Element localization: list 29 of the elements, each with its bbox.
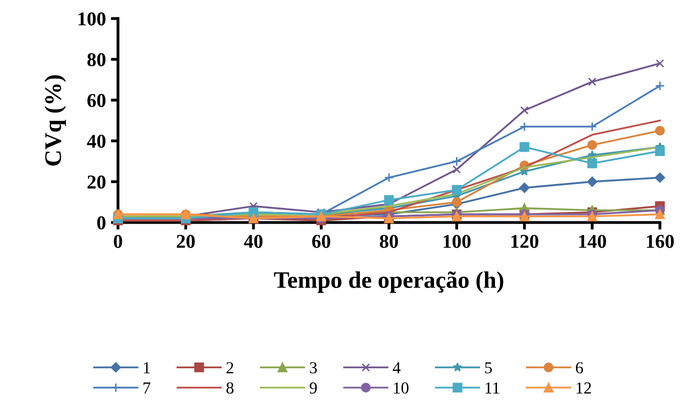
y-tick-label: 20 [88,176,106,189]
y-tick-label: 80 [87,53,106,66]
x-tick-label: 100 [444,234,471,248]
y-tick-label: 40 [87,134,106,148]
legend-label: 10 [394,382,409,394]
x-tick-label: 120 [511,234,538,248]
x-tick-label: 0 [114,234,122,248]
legend-label: 7 [144,382,150,394]
x-tick-label: 40 [244,234,262,248]
legend-label: 12 [576,382,591,394]
legend-label: 1 [144,362,150,374]
y-tick-label: 100 [78,12,106,26]
legend-label: 2 [226,362,234,374]
legend-label: 6 [576,362,584,374]
y-tick-label: 0 [97,216,106,230]
x-tick-label: 140 [579,234,606,248]
legend-label: 9 [310,382,317,394]
legend-label: 8 [226,382,234,394]
x-axis-title: Tempo de operação (h) [274,271,504,293]
y-axis-title: CVq (%) [44,75,66,166]
legend-label: 5 [485,362,492,374]
x-tick-label: 20 [176,234,195,248]
x-tick-label: 160 [646,234,674,248]
y-tick-label: 60 [87,94,106,108]
legend-label: 4 [392,362,401,374]
legend-label: 11 [486,382,500,394]
legend-label: 3 [310,362,317,374]
x-tick-label: 80 [380,234,398,248]
x-tick-label: 60 [312,234,330,248]
